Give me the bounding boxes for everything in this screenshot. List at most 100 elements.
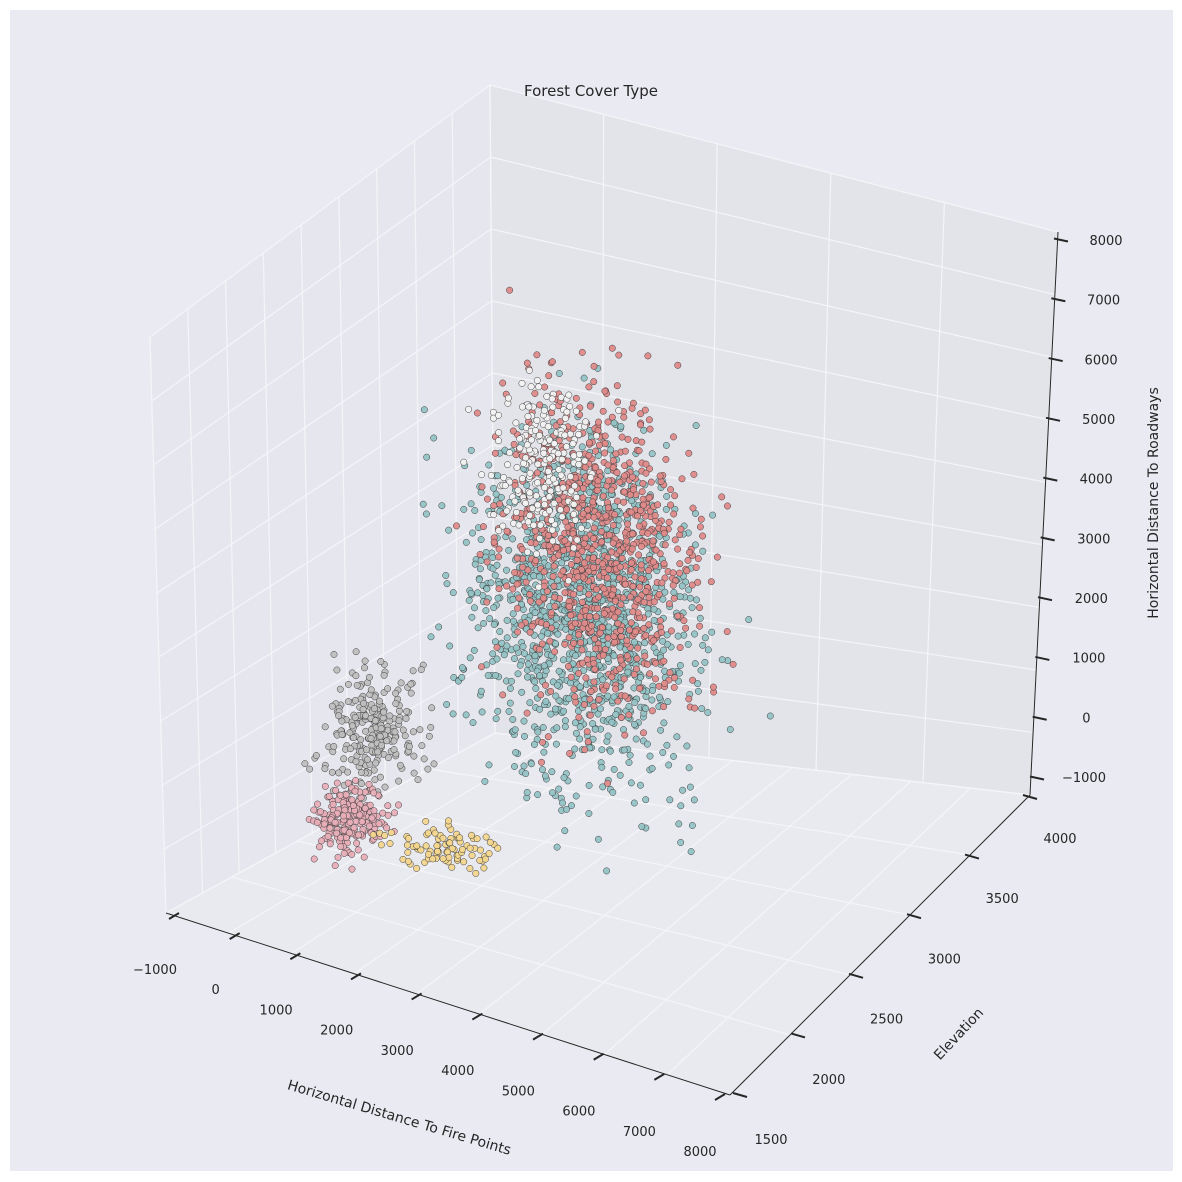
scatter-point [766, 712, 774, 720]
scatter-point [704, 646, 712, 654]
scatter-point [637, 561, 645, 569]
scatter-point [351, 697, 359, 704]
scatter-point [468, 852, 476, 859]
scatter-point [357, 794, 365, 802]
scatter-point [662, 441, 670, 449]
scatter-point [332, 786, 340, 794]
scatter-point [570, 500, 578, 508]
scatter-point [541, 383, 549, 391]
scatter-point [621, 731, 629, 739]
scatter-point [642, 705, 650, 713]
scatter-point [532, 492, 540, 500]
scatter-point [584, 506, 591, 514]
scatter-point [548, 358, 556, 366]
scatter-point [565, 695, 573, 703]
scatter-point [353, 681, 361, 689]
scatter-point [549, 537, 557, 545]
scatter-point [556, 418, 564, 426]
scatter-point [646, 507, 654, 515]
scatter-point [513, 463, 521, 471]
scatter-point [537, 632, 545, 640]
scatter-point [658, 629, 665, 636]
scatter-point [635, 522, 643, 530]
scatter-point [531, 427, 539, 434]
scatter-point [628, 545, 636, 553]
scatter-point [609, 521, 617, 529]
scatter-point [575, 669, 583, 677]
scatter-point [524, 566, 532, 574]
scatter-point [516, 435, 524, 443]
scatter-point [511, 569, 519, 576]
scatter-point [605, 565, 613, 573]
scatter-point [424, 829, 432, 837]
scatter-point [536, 521, 544, 529]
scatter-point [592, 645, 600, 653]
scatter-point [540, 582, 548, 590]
scatter-point [520, 762, 528, 770]
scatter-point [656, 617, 664, 625]
scatter-point [537, 691, 545, 699]
scatter-point [574, 573, 582, 581]
x-tick [229, 932, 241, 940]
scatter-point [490, 538, 498, 546]
scatter-point [525, 366, 533, 374]
scatter-point [418, 742, 426, 750]
scatter-point [620, 675, 628, 683]
scatter-point [563, 506, 571, 514]
scatter-point [572, 792, 580, 800]
scatter-point [585, 590, 593, 598]
z-axis-label: Horizontal Distance To Roadways [1146, 387, 1162, 619]
scatter-point [558, 513, 566, 521]
scatter-point [617, 714, 625, 721]
scatter-point [547, 609, 555, 617]
scatter-point [410, 769, 418, 777]
scatter-point [698, 705, 706, 713]
scatter-point [571, 516, 579, 524]
scatter-point [570, 544, 578, 552]
scatter-point [665, 761, 673, 769]
scatter-point [587, 687, 595, 695]
scatter-point [598, 538, 606, 546]
scatter-point [602, 512, 610, 520]
scatter-point [594, 835, 602, 843]
scatter-point [446, 642, 454, 650]
scatter-point [535, 432, 543, 439]
scatter-point [379, 809, 387, 817]
scatter-point [392, 700, 400, 708]
scatter-point [556, 506, 564, 514]
scatter-point [590, 362, 598, 370]
scatter-point [593, 432, 600, 440]
scatter-point [575, 450, 583, 458]
scatter-point [333, 779, 341, 787]
scatter-point [660, 719, 668, 727]
scatter-point [607, 446, 615, 454]
scatter-point [667, 501, 675, 509]
scatter-point [336, 791, 344, 799]
scatter-point [414, 776, 422, 784]
scatter-point [642, 469, 650, 477]
x-tick-label: 0 [211, 983, 219, 998]
scatter-point [670, 510, 678, 518]
scatter-point [401, 732, 409, 740]
scatter-point [391, 809, 398, 817]
scatter-point [482, 607, 490, 615]
scatter-point [474, 624, 482, 632]
scatter-point [545, 507, 553, 515]
scatter-point [661, 574, 669, 582]
scatter-point [573, 536, 581, 544]
scatter-point [610, 693, 618, 701]
scatter-point [423, 453, 431, 461]
scatter-point [601, 387, 609, 395]
scatter-point [541, 501, 549, 509]
scatter-point [688, 822, 696, 829]
grid-line-z [151, 156, 1056, 402]
scatter-point [589, 554, 597, 562]
scatter-point [544, 423, 552, 431]
scatter-point [670, 594, 678, 602]
scatter-point [630, 799, 638, 807]
x-tick-label: 4000 [441, 1064, 474, 1079]
scatter-point [520, 717, 528, 725]
scatter-point [468, 613, 476, 621]
scatter-point [644, 352, 652, 360]
scatter-point [449, 589, 457, 597]
